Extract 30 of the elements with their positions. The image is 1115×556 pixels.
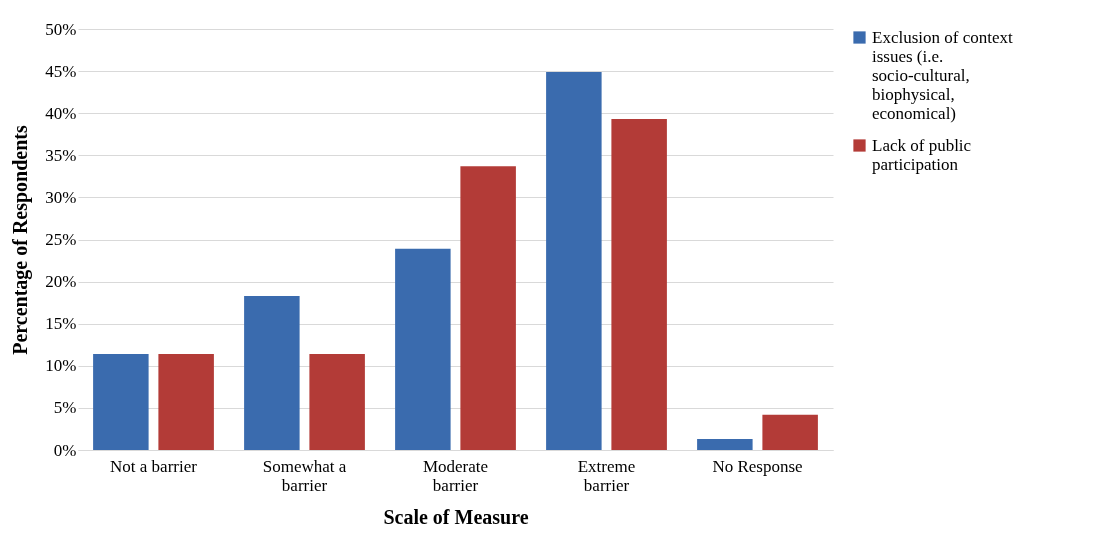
bar bbox=[611, 119, 667, 450]
y-tick-label: 35% bbox=[45, 145, 77, 165]
x-tick-label: Not a barrier bbox=[110, 456, 198, 476]
y-tick-label: 0% bbox=[53, 440, 77, 460]
y-axis-title: Percentage of Respondents bbox=[9, 124, 33, 355]
x-tick-label: Extreme barrier bbox=[577, 456, 636, 495]
x-tick-label: Moderate barrier bbox=[422, 456, 489, 495]
y-tick-label: 25% bbox=[45, 230, 77, 249]
y-tick-label: 5% bbox=[53, 398, 77, 418]
legend-label: Lack of public participation bbox=[872, 135, 972, 174]
x-tick-label: No Response bbox=[712, 456, 803, 476]
bar bbox=[93, 354, 149, 450]
y-tick-label: 15% bbox=[45, 314, 77, 334]
bar bbox=[546, 71, 602, 450]
y-tick-label: 20% bbox=[45, 272, 77, 292]
bar bbox=[460, 166, 516, 450]
bar bbox=[395, 248, 451, 450]
y-tick-label: 50% bbox=[45, 19, 77, 39]
y-tick-label: 40% bbox=[45, 103, 77, 123]
y-tick-label: 10% bbox=[45, 356, 77, 376]
bar bbox=[309, 354, 365, 450]
bar bbox=[697, 439, 753, 450]
legend-label: Exclusion of context issues (i.e. socio-cultural, biophysical, economical) bbox=[872, 27, 1013, 123]
y-tick-label: 30% bbox=[45, 187, 77, 207]
bar bbox=[158, 354, 214, 450]
x-tick-label: Somewhat a barrier bbox=[262, 456, 347, 495]
bar bbox=[244, 295, 300, 450]
y-tick-label: 45% bbox=[45, 61, 77, 81]
x-axis-title: Scale of Measure bbox=[383, 505, 529, 528]
bar bbox=[762, 414, 818, 450]
